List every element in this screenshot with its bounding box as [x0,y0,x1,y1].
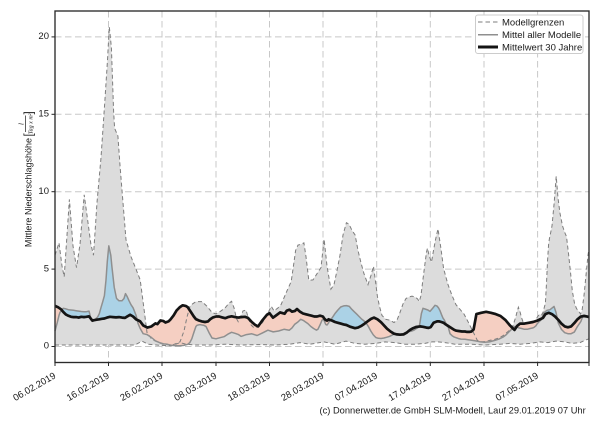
svg-text:Modellgrenzen: Modellgrenzen [502,17,564,28]
svg-text:Mittelwert 30 Jahre: Mittelwert 30 Jahre [502,42,582,53]
svg-text:Mittlere Niederschlagshöhe: Mittlere Niederschlagshöhe [24,138,34,247]
svg-text:15: 15 [38,109,49,120]
svg-text:l: l [17,123,25,125]
svg-text:10: 10 [38,186,49,197]
svg-text:[: [ [24,133,36,137]
svg-text:(c) Donnerwetter.de GmbH SLM-M: (c) Donnerwetter.de GmbH SLM-Modell, Lau… [320,406,586,416]
svg-text:0: 0 [44,341,49,352]
svg-text:20: 20 [38,31,49,42]
svg-text:5: 5 [44,263,49,274]
svg-text:Mittel aller Modelle: Mittel aller Modelle [502,30,581,41]
svg-text:]: ] [24,111,36,114]
svg-text:Tag x m²: Tag x m² [28,113,34,134]
